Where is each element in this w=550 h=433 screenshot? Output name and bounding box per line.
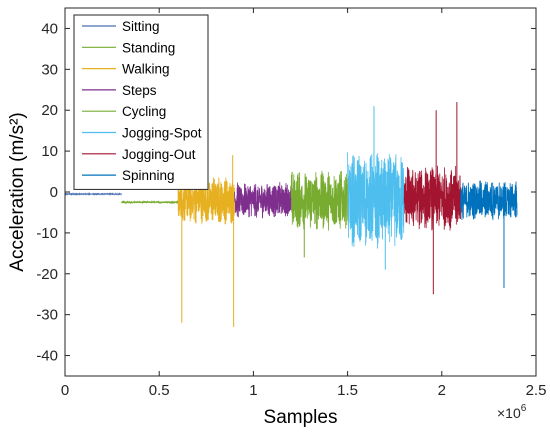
y-tick-label: 10 [41, 143, 58, 160]
x-tick-label: 2.5 [526, 382, 547, 399]
legend-label: Standing [122, 40, 175, 55]
legend-box [73, 14, 209, 190]
legend-label: Walking [122, 62, 170, 77]
legend-label: Jogging-Out [122, 147, 196, 162]
x-tick-label: 0 [61, 382, 69, 399]
x-axis-exponent-power: 6 [521, 403, 527, 414]
x-tick-label: 0.5 [149, 382, 170, 399]
series-line-walking [177, 176, 235, 225]
y-tick-label: -40 [36, 348, 58, 365]
legend-label: Steps [122, 83, 157, 98]
series-line-standing [121, 200, 179, 205]
y-tick-label: -10 [36, 225, 58, 242]
y-axis-title: Acceleration (m/s²) [7, 112, 28, 271]
y-tick-label: 30 [41, 61, 58, 78]
x-axis-title: Samples [264, 407, 338, 428]
series-line-cycling [290, 170, 348, 231]
x-tick-label: 1 [249, 382, 257, 399]
legend-label: Spinning [122, 168, 175, 183]
y-tick-label: -20 [36, 266, 58, 283]
series-line-steps [234, 182, 292, 219]
ticks-layer: 0 0.5 1 1.5 2 2.5 -40 -30 -20 -10 0 10 20 30 40 [36, 8, 546, 399]
series-line-jogging-spot [347, 152, 405, 249]
y-tick-label: 0 [50, 184, 58, 201]
x-tick-label: 2 [438, 382, 446, 399]
legend-label: Cycling [122, 104, 166, 119]
legend: Sitting Standing Walking Steps Cycling Joggin… [73, 14, 209, 190]
data-layer [64, 102, 518, 327]
series-line-jogging-out [403, 165, 462, 231]
y-tick-label: 40 [41, 20, 58, 37]
y-tick-label: 20 [41, 102, 58, 119]
series-line-spinning [460, 180, 518, 221]
y-tick-label: -30 [36, 307, 58, 324]
legend-label: Jogging-Spot [122, 126, 202, 141]
x-axis-exponent: ×106 [497, 403, 527, 421]
x-tick-label: 1.5 [337, 382, 358, 399]
series-line-sitting [64, 192, 122, 196]
x-axis-exponent-base: ×10 [497, 405, 521, 421]
legend-label: Sitting [122, 19, 160, 34]
